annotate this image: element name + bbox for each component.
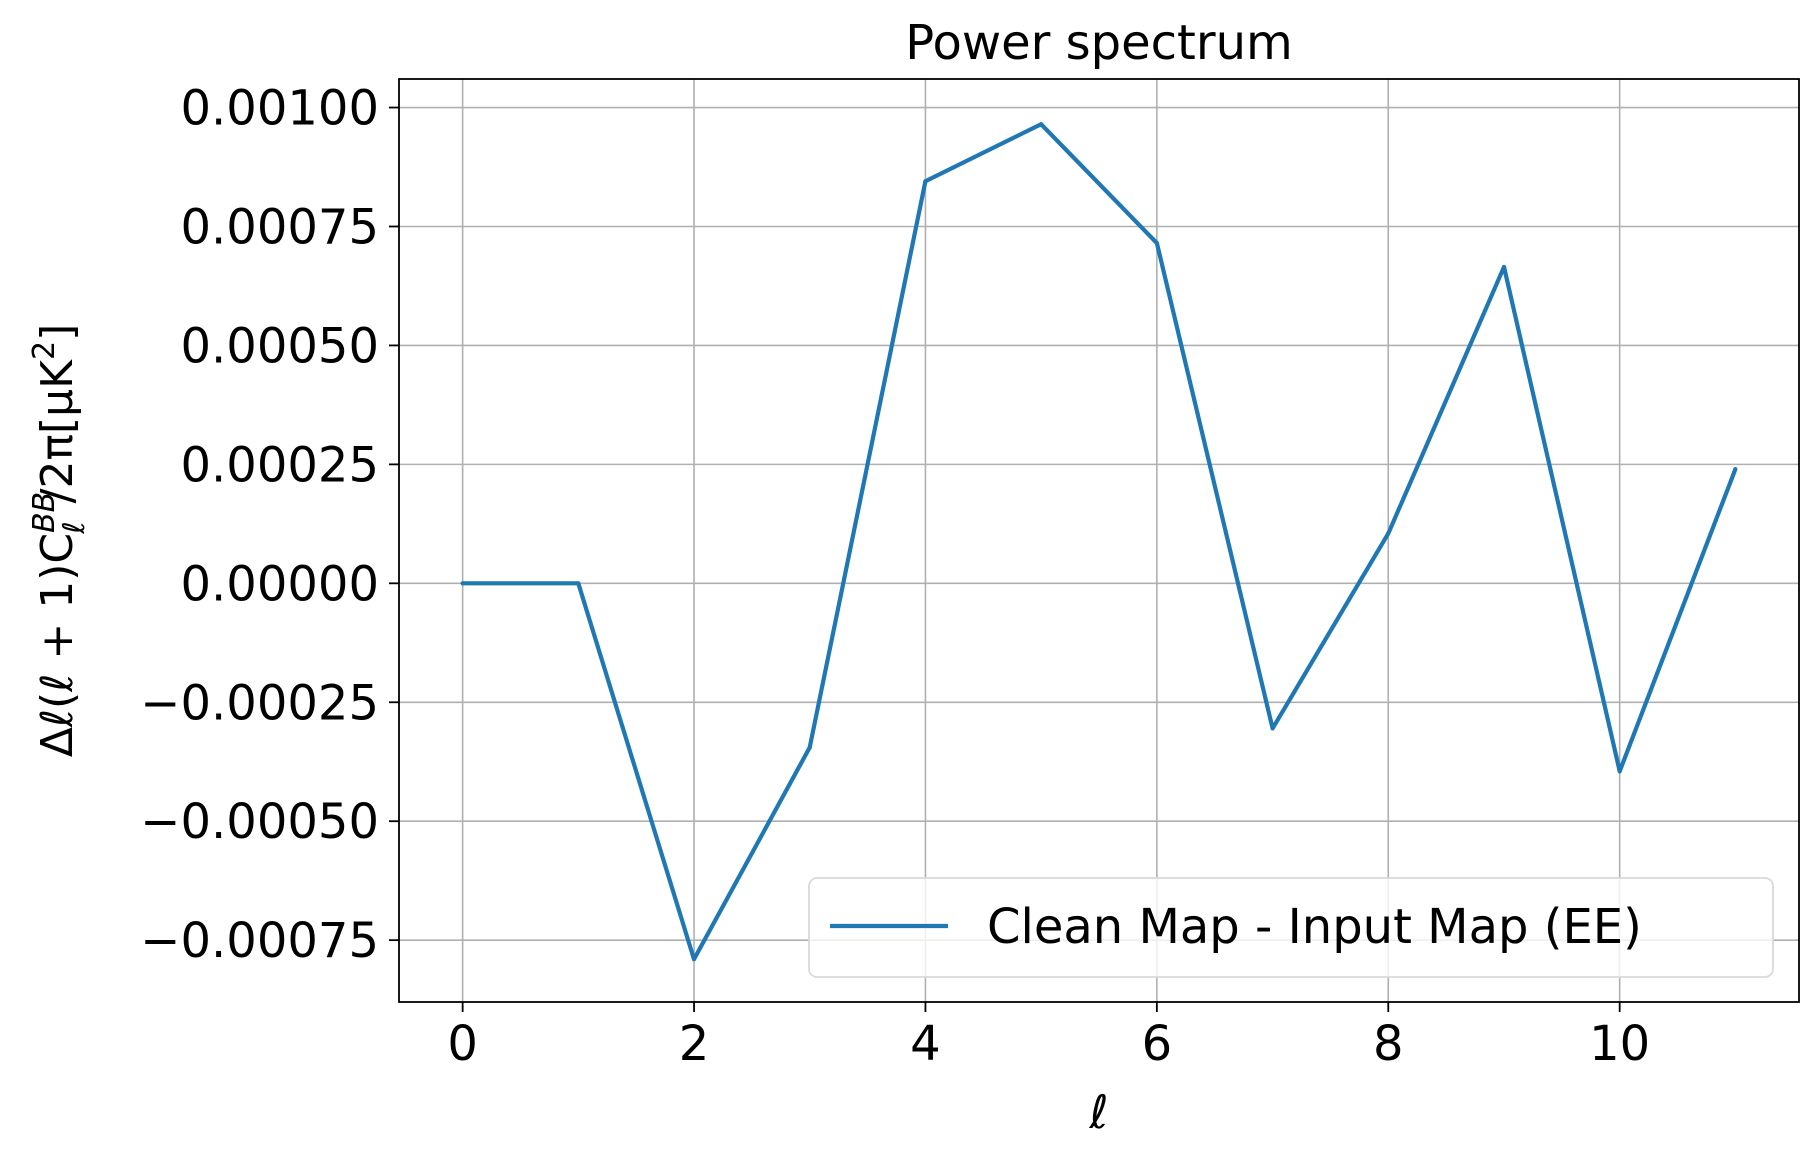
y-axis-label-suffix-sup: 2 [27,341,62,360]
data-point [1501,264,1507,270]
y-tick-label: −0.00050 [140,794,379,850]
data-point [1270,726,1275,731]
y-tick-label: 0.00050 [181,318,380,374]
y-tick-label: −0.00075 [140,913,379,969]
y-axis-label-sub: ℓ [57,521,92,534]
x-tick-label: 6 [1142,1016,1173,1072]
y-tick-label: 0.00075 [181,199,380,255]
legend-label: Clean Map - Input Map (EE) [987,899,1642,955]
data-point [576,581,581,586]
data-point [1386,531,1391,536]
axes-frame [398,78,1800,1003]
legend-box [808,877,1774,978]
y-tick-label: 0.00000 [181,556,380,612]
series-line [462,122,1738,962]
series-layer [460,122,1738,962]
ticks: 0 2 4 6 8 10 −0.00075 −0.00050 −0.00025 0.00000 0.… [140,81,1650,1072]
y-tick-label: 0.00100 [181,81,380,137]
data-point [691,957,697,962]
data-point [1039,122,1044,127]
y-axis-label-sup: BB [27,492,62,533]
data-point [807,745,812,750]
y-axis-label: Δℓ(ℓ + 1)CBBℓ/2π[μK2] [27,324,92,758]
y-tick-label: −0.00025 [140,675,379,731]
y-axis-label-suffix-close: ] [32,324,83,341]
x-tick-label: 8 [1373,1016,1404,1072]
data-point [1733,467,1738,472]
data-point [1617,769,1622,774]
y-axis-label-prefix: Δℓ(ℓ + 1)C [32,533,83,757]
legend: Clean Map - Input Map (EE) [808,877,1774,978]
x-tick-label: 0 [447,1016,478,1072]
x-tick-label: 4 [910,1016,941,1072]
data-point [923,179,928,184]
y-tick-label: 0.00025 [181,437,380,493]
x-axis-label: ℓ [1088,1085,1108,1139]
y-axis-label-suffix: /2π[μK [32,359,83,503]
chart-title: Power spectrum [905,15,1293,71]
data-point [460,581,465,586]
x-tick-label: 10 [1589,1016,1650,1072]
grid [399,79,1799,1002]
data-point [1154,241,1159,246]
x-tick-label: 2 [679,1016,710,1072]
